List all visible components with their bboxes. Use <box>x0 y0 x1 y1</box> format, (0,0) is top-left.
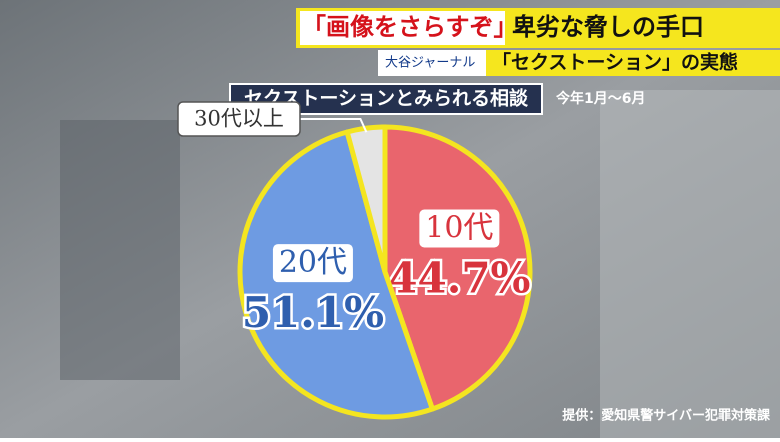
category-label: 30代以上 <box>194 107 284 131</box>
chart-title: セクストーションとみられる相談 <box>244 87 529 110</box>
category-label: 20代 <box>279 245 347 280</box>
label-box <box>419 209 500 248</box>
callout-line <box>300 118 368 133</box>
value-label: 51.1% <box>242 288 384 337</box>
topic: 「セクストーション」の実態 <box>492 51 738 74</box>
headline: 卑劣な脅しの手口 <box>512 13 704 41</box>
chart-subtitle: 今年1月～6月 <box>555 90 645 107</box>
label-box <box>272 244 353 283</box>
pie: 10代 44.7% 20代 51.1% 30代以上 <box>177 101 533 420</box>
category-label: 10代 <box>425 211 493 246</box>
headline-quote: 「画像をさらすぞ」 <box>302 13 518 41</box>
topic-box <box>486 50 780 76</box>
value-label: 44.7% <box>388 254 530 303</box>
background-figure <box>60 120 180 380</box>
source: 提供：愛知県警サイバー犯罪対策課 <box>562 408 771 424</box>
pie-slice <box>344 124 388 275</box>
headline-box <box>300 11 505 45</box>
pie-slice <box>382 124 533 412</box>
background-figure <box>600 90 780 438</box>
label-box <box>177 101 301 137</box>
program-name: 大谷ジャーナル <box>385 56 475 71</box>
